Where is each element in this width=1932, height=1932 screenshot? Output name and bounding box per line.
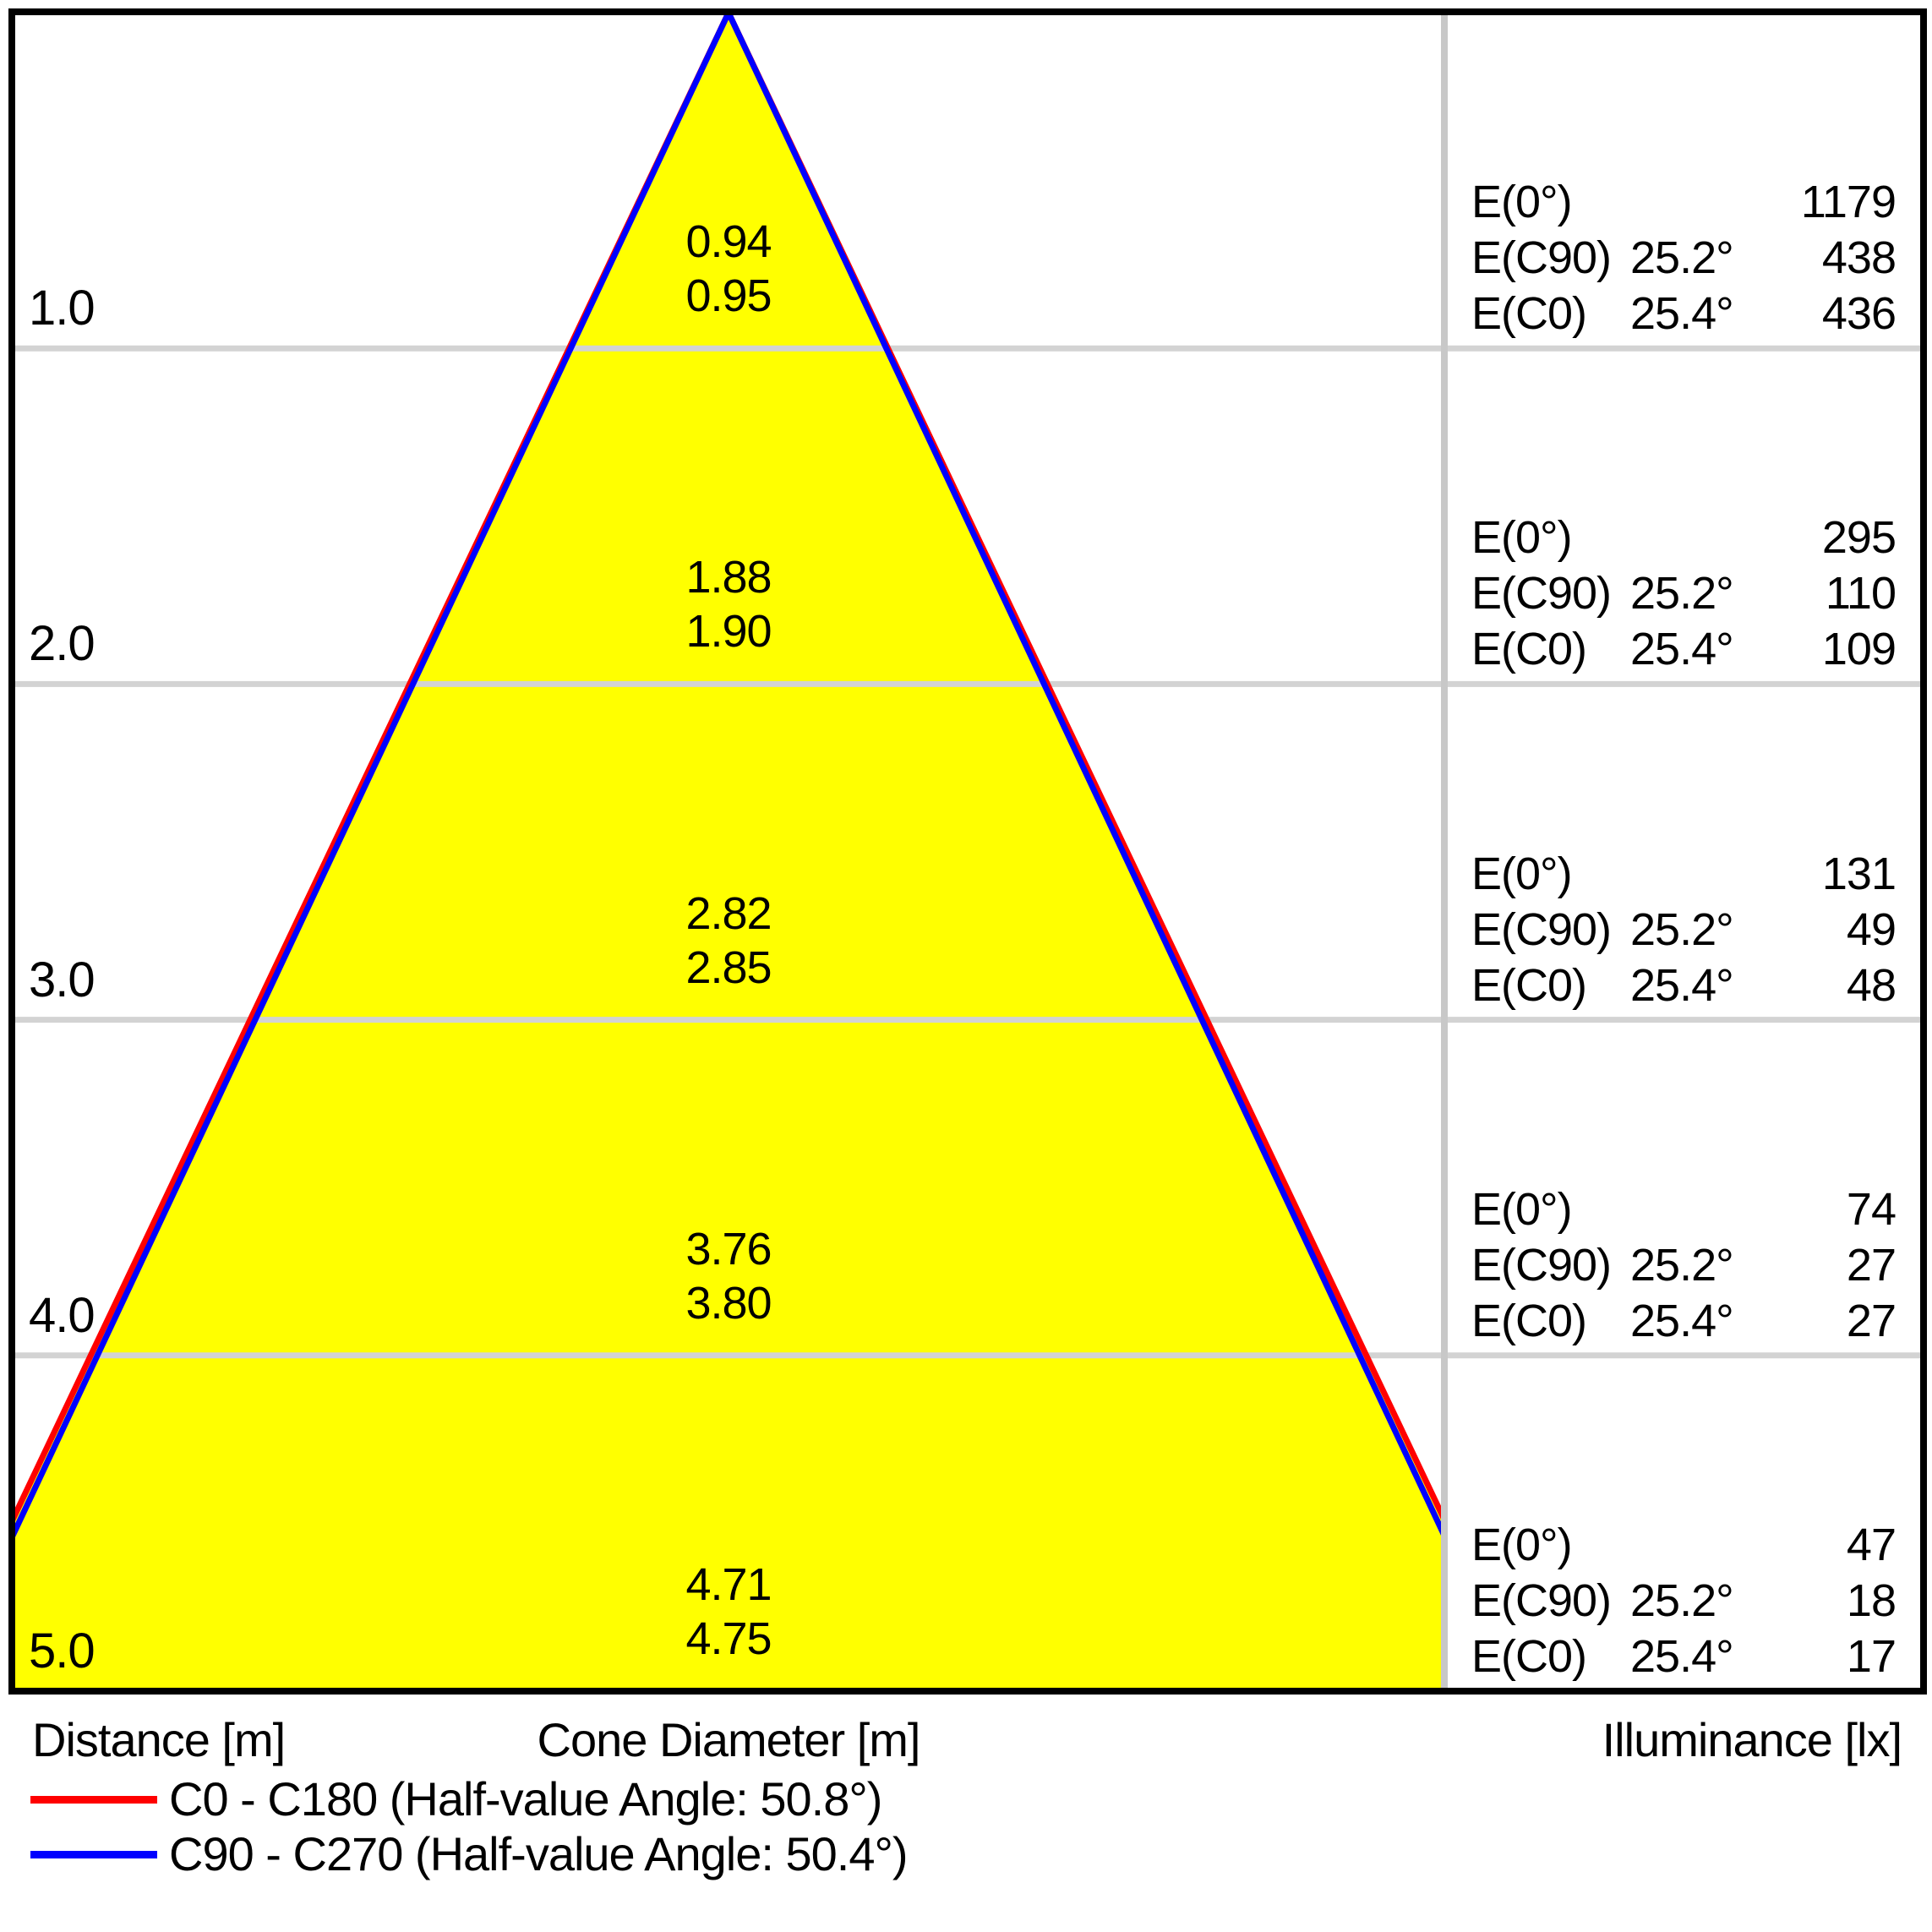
cone-diameter-values: 3.76 3.80 xyxy=(475,1222,982,1330)
illuminance-line-e0: E(0°) 1179 xyxy=(1451,174,1921,230)
cone-diameter-c0-value: 2.85 xyxy=(685,941,772,993)
ec0-angle: 25.4° xyxy=(1630,1631,1734,1682)
illuminance-row-block: E(0°) 74 E(C90) 25.2° 27 E(C0) 25.4° 27 xyxy=(1451,1182,1921,1349)
ec0-value: 436 xyxy=(1821,288,1897,340)
cone-diameter-c90-value: 1.88 xyxy=(685,552,772,603)
ec90-label: E(C90) xyxy=(1471,1239,1612,1291)
ec0-value: 48 xyxy=(1846,959,1897,1011)
illuminance-line-ec90: E(C90) 25.2° 110 xyxy=(1451,565,1921,621)
light-cone-fill xyxy=(12,13,1441,1691)
e0-value: 47 xyxy=(1846,1520,1897,1570)
ec90-label: E(C90) xyxy=(1471,1575,1612,1626)
illuminance-line-ec0: E(C0) 25.4° 48 xyxy=(1451,958,1921,1013)
illuminance-line-ec90: E(C90) 25.2° 18 xyxy=(1451,1573,1921,1629)
legend-item-c0-c180: C0 - C180 (Half-value Angle: 50.8°) xyxy=(30,1772,882,1826)
e0-label: E(0°) xyxy=(1471,512,1573,564)
ec0-value: 27 xyxy=(1846,1295,1897,1346)
ec0-label: E(C0) xyxy=(1471,288,1587,340)
cone-diameter-values: 1.88 1.90 xyxy=(475,550,982,658)
e0-label: E(0°) xyxy=(1471,848,1573,899)
e0-label: E(0°) xyxy=(1471,1520,1573,1570)
e0-angle xyxy=(1630,1517,1782,1573)
cone-diameter-c90-value: 4.71 xyxy=(685,1559,772,1610)
ec0-value: 17 xyxy=(1846,1631,1897,1682)
distance-axis-label: Distance [m] xyxy=(32,1713,286,1766)
illuminance-row-block: E(0°) 131 E(C90) 25.2° 49 E(C0) 25.4° 48 xyxy=(1451,846,1921,1013)
e0-value: 131 xyxy=(1821,848,1897,899)
cone-diameter-values: 2.82 2.85 xyxy=(475,887,982,995)
illuminance-line-ec0: E(C0) 25.4° 109 xyxy=(1451,621,1921,677)
ec0-label: E(C0) xyxy=(1471,624,1587,675)
illuminance-line-ec90: E(C90) 25.2° 438 xyxy=(1451,230,1921,286)
ec90-label: E(C90) xyxy=(1471,568,1612,619)
ec90-value: 438 xyxy=(1821,232,1897,284)
ec90-value: 18 xyxy=(1846,1575,1897,1626)
ec90-label: E(C90) xyxy=(1471,232,1612,284)
ec90-angle: 25.2° xyxy=(1630,903,1734,955)
e0-angle xyxy=(1630,1182,1782,1237)
e0-label: E(0°) xyxy=(1471,1183,1573,1235)
illuminance-line-e0: E(0°) 131 xyxy=(1451,846,1921,902)
ec90-angle: 25.2° xyxy=(1630,1239,1734,1291)
distance-tick-label: 5.0 xyxy=(29,1624,96,1678)
cone-diameter-c0-value: 3.80 xyxy=(685,1277,772,1329)
illuminance-line-e0: E(0°) 295 xyxy=(1451,510,1921,565)
cone-diameter-c90-value: 3.76 xyxy=(685,1223,772,1274)
e0-value: 295 xyxy=(1821,512,1897,564)
distance-tick-label: 4.0 xyxy=(29,1287,96,1343)
distance-tick-label: 1.0 xyxy=(29,281,96,336)
c90-c270-line-swatch-icon xyxy=(30,1850,157,1858)
ec0-angle: 25.4° xyxy=(1630,624,1734,675)
cone-diameter-values: 0.94 0.95 xyxy=(475,215,982,323)
illuminance-line-e0: E(0°) 47 xyxy=(1451,1517,1921,1573)
e0-angle xyxy=(1630,510,1782,565)
ec0-label: E(C0) xyxy=(1471,1631,1587,1682)
e0-value: 1179 xyxy=(1800,177,1897,228)
ec90-angle: 25.2° xyxy=(1630,568,1734,619)
illuminance-row-block: E(0°) 47 E(C90) 25.2° 18 E(C0) 25.4° 17 xyxy=(1451,1517,1921,1684)
ec0-angle: 25.4° xyxy=(1630,288,1734,340)
panel-divider xyxy=(1441,12,1448,1692)
ec0-value: 109 xyxy=(1821,624,1897,675)
cone-diameter-c90-value: 0.94 xyxy=(685,216,772,268)
ec90-angle: 25.2° xyxy=(1630,1575,1734,1626)
illuminance-row-block: E(0°) 295 E(C90) 25.2° 110 E(C0) 25.4° 109 xyxy=(1451,510,1921,677)
cone-diameter-c0-value: 4.75 xyxy=(685,1613,772,1664)
distance-tick-label: 2.0 xyxy=(29,616,96,672)
ec0-label: E(C0) xyxy=(1471,959,1587,1011)
illuminance-line-ec0: E(C0) 25.4° 27 xyxy=(1451,1293,1921,1349)
ec0-label: E(C0) xyxy=(1471,1295,1587,1346)
legend-label-c0-c180: C0 - C180 (Half-value Angle: 50.8°) xyxy=(169,1772,882,1826)
cone-diameter-values: 4.71 4.75 xyxy=(475,1558,982,1666)
illuminance-line-e0: E(0°) 74 xyxy=(1451,1182,1921,1237)
cone-diameter-axis-label: Cone Diameter [m] xyxy=(537,1713,921,1766)
distance-tick-label: 3.0 xyxy=(29,952,96,1007)
legend-item-c90-c270: C90 - C270 (Half-value Angle: 50.4°) xyxy=(30,1827,909,1880)
ec90-value: 110 xyxy=(1825,568,1897,619)
ec90-label: E(C90) xyxy=(1471,903,1612,955)
cone-diameter-c90-value: 2.82 xyxy=(685,887,772,939)
ec90-angle: 25.2° xyxy=(1630,232,1734,284)
ec90-value: 49 xyxy=(1846,903,1897,955)
illuminance-line-ec0: E(C0) 25.4° 436 xyxy=(1451,286,1921,341)
e0-angle xyxy=(1630,174,1782,230)
c0-c180-line-swatch-icon xyxy=(30,1795,157,1804)
ec90-value: 27 xyxy=(1846,1239,1897,1291)
cone-diameter-c0-value: 1.90 xyxy=(685,606,772,658)
cone-diameter-c0-value: 0.95 xyxy=(685,270,772,322)
e0-value: 74 xyxy=(1846,1183,1897,1235)
legend-label-c90-c270: C90 - C270 (Half-value Angle: 50.4°) xyxy=(169,1827,909,1880)
ec0-angle: 25.4° xyxy=(1630,959,1734,1011)
e0-angle xyxy=(1630,846,1782,902)
ec0-angle: 25.4° xyxy=(1630,1295,1734,1346)
illuminance-row-block: E(0°) 1179 E(C90) 25.2° 438 E(C0) 25.4° 436 xyxy=(1451,174,1921,341)
illuminance-line-ec0: E(C0) 25.4° 17 xyxy=(1451,1629,1921,1684)
illuminance-line-ec90: E(C90) 25.2° 49 xyxy=(1451,902,1921,958)
e0-label: E(0°) xyxy=(1471,177,1573,228)
illuminance-axis-label: Illuminance [lx] xyxy=(1602,1713,1902,1766)
illuminance-line-ec90: E(C90) 25.2° 27 xyxy=(1451,1237,1921,1293)
